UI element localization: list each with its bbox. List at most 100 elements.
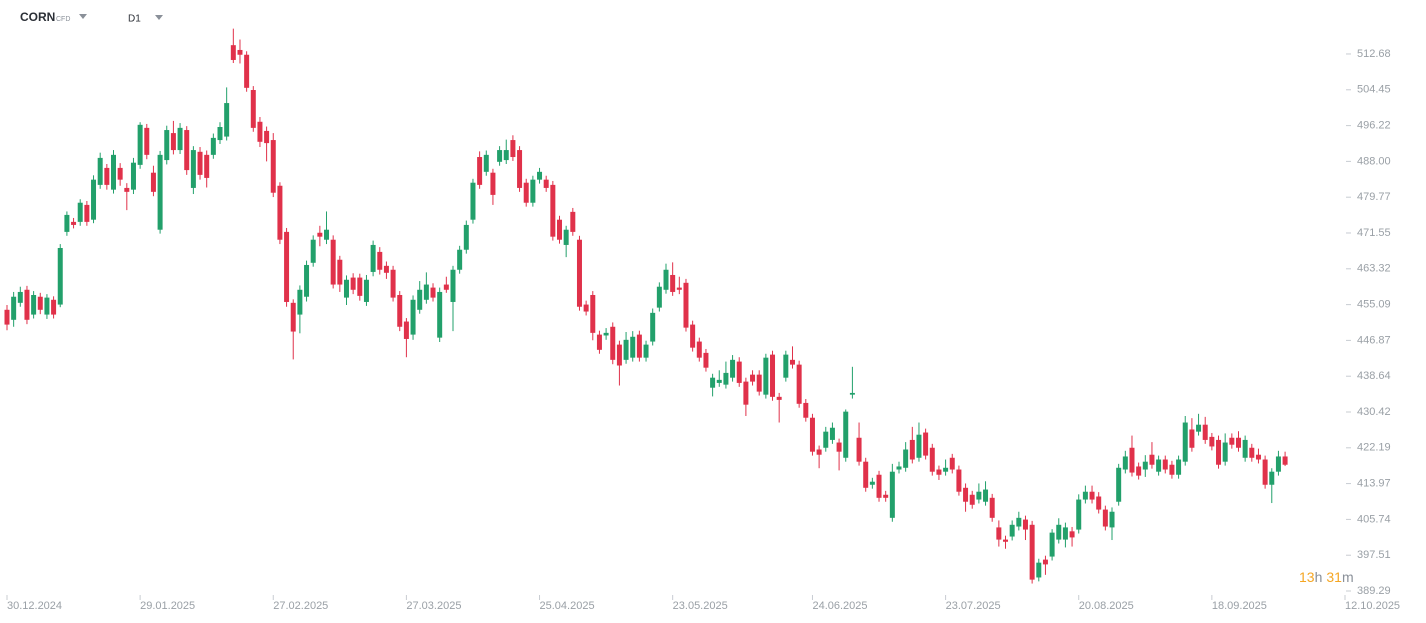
y-tick-label: 488.00 bbox=[1357, 155, 1391, 167]
candle-body bbox=[370, 244, 376, 272]
candle-body bbox=[1216, 439, 1222, 465]
candle-body bbox=[923, 432, 929, 456]
candle-body bbox=[57, 247, 63, 305]
candle-body bbox=[1102, 509, 1108, 527]
candle-body bbox=[337, 259, 343, 285]
candle-body bbox=[989, 497, 995, 518]
candle-body bbox=[1242, 439, 1248, 458]
candle-body bbox=[696, 341, 702, 358]
candle-body bbox=[1116, 467, 1122, 502]
candle-body bbox=[1275, 456, 1281, 472]
candle-body bbox=[1036, 562, 1042, 578]
candle-body bbox=[710, 377, 716, 388]
y-tick-label: 413.97 bbox=[1357, 477, 1391, 489]
candle-body bbox=[1176, 459, 1182, 475]
candle-body bbox=[170, 133, 176, 151]
candle-body bbox=[457, 249, 463, 270]
candle-body bbox=[663, 269, 669, 290]
candle-body bbox=[1136, 466, 1142, 476]
candle-body bbox=[197, 151, 203, 175]
candle-body bbox=[210, 137, 216, 155]
candle-body bbox=[809, 417, 815, 452]
candle-body bbox=[517, 150, 523, 188]
candle-body bbox=[763, 357, 769, 395]
candle-body bbox=[164, 130, 170, 161]
candle-body bbox=[1003, 539, 1009, 542]
candle-body bbox=[1262, 459, 1268, 485]
candle-body bbox=[503, 150, 509, 161]
candle-body bbox=[31, 294, 37, 315]
x-tick-label: 30.12.2024 bbox=[7, 600, 62, 612]
candle-body bbox=[750, 374, 756, 382]
candle-body bbox=[1202, 424, 1208, 440]
candle-body bbox=[976, 491, 982, 500]
candle-body bbox=[590, 294, 596, 333]
candle-body bbox=[630, 336, 636, 358]
x-tick-label: 27.02.2025 bbox=[273, 600, 328, 612]
candle-body bbox=[983, 489, 989, 502]
candle-body bbox=[803, 402, 809, 418]
candle-body bbox=[716, 379, 722, 383]
y-tick-label: 504.45 bbox=[1357, 84, 1391, 96]
candle-body bbox=[217, 126, 223, 141]
candle-body bbox=[1196, 424, 1202, 432]
candle-body bbox=[310, 239, 316, 263]
candle-body bbox=[883, 494, 889, 498]
x-tick-label: 23.05.2025 bbox=[673, 600, 728, 612]
countdown: 13h 31m bbox=[1299, 569, 1354, 585]
candle-body bbox=[277, 185, 283, 240]
candle-body bbox=[470, 182, 476, 220]
candle-body bbox=[690, 324, 696, 348]
candle-body bbox=[863, 461, 869, 488]
x-tick-label: 12.10.2025 bbox=[1345, 600, 1400, 612]
candle-body bbox=[463, 224, 469, 250]
candle-body bbox=[816, 449, 822, 455]
candle-body bbox=[297, 289, 303, 315]
candle-body bbox=[683, 282, 689, 328]
candle-body bbox=[237, 49, 243, 55]
candle-body bbox=[497, 150, 503, 162]
candle-body bbox=[936, 469, 942, 475]
candle-body bbox=[1209, 436, 1215, 447]
candle-body bbox=[1109, 511, 1115, 528]
y-tick-label: 389.29 bbox=[1357, 585, 1391, 597]
candle-body bbox=[676, 287, 682, 290]
candle-body bbox=[257, 121, 263, 142]
candle-body bbox=[1029, 524, 1035, 580]
candle-body bbox=[656, 286, 662, 308]
candle-body bbox=[896, 466, 902, 470]
candle-body bbox=[889, 471, 895, 518]
candle-body bbox=[477, 157, 483, 185]
candle-body bbox=[703, 352, 709, 368]
candle-body bbox=[1042, 559, 1048, 565]
timeframe[interactable]: D1 bbox=[128, 14, 141, 25]
candle-body bbox=[1022, 519, 1028, 530]
candle-body bbox=[423, 284, 429, 300]
symbol-dropdown[interactable] bbox=[79, 14, 87, 19]
candle-body bbox=[756, 374, 762, 392]
candle-body bbox=[563, 229, 569, 245]
candle-body bbox=[836, 442, 842, 452]
candle-body bbox=[357, 277, 363, 296]
x-tick-label: 29.01.2025 bbox=[140, 600, 195, 612]
candle-body bbox=[929, 447, 935, 472]
candle-body bbox=[770, 354, 776, 397]
timeframe-dropdown[interactable] bbox=[155, 15, 163, 20]
candle-body bbox=[71, 221, 77, 225]
candle-body bbox=[1189, 429, 1195, 448]
x-tick-label: 18.09.2025 bbox=[1212, 600, 1267, 612]
y-tick-label: 446.87 bbox=[1357, 334, 1391, 346]
candle-body bbox=[537, 171, 543, 180]
candle-body bbox=[430, 287, 436, 298]
y-tick-label: 397.51 bbox=[1357, 549, 1391, 561]
candle-body bbox=[596, 334, 602, 350]
candle-body bbox=[1089, 491, 1095, 500]
candle-body bbox=[1122, 456, 1128, 470]
candle-body bbox=[823, 431, 829, 448]
candle-body bbox=[250, 90, 256, 128]
candle-body bbox=[1249, 447, 1255, 458]
candle-body bbox=[869, 481, 875, 485]
candle-body bbox=[377, 251, 383, 270]
candle-body bbox=[1129, 447, 1135, 473]
candle-body bbox=[1142, 461, 1148, 470]
